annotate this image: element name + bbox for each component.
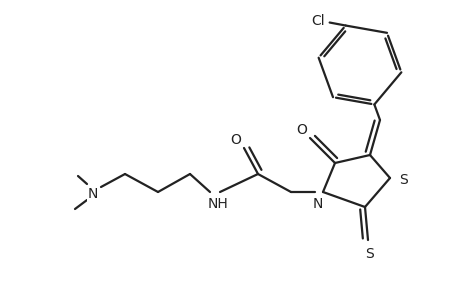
Text: NH: NH — [207, 197, 228, 211]
Text: N: N — [88, 187, 98, 201]
Text: O: O — [230, 133, 241, 147]
Text: S: S — [365, 247, 374, 261]
Text: S: S — [399, 173, 408, 187]
Text: O: O — [296, 123, 307, 137]
Text: N: N — [312, 197, 323, 211]
Text: Cl: Cl — [310, 14, 324, 28]
